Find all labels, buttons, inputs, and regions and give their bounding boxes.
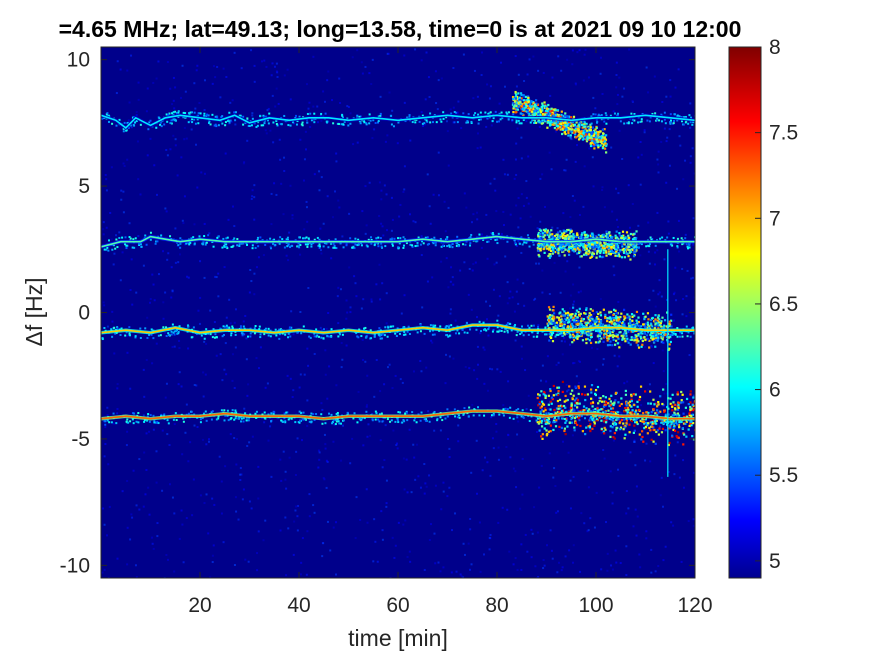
colorbar-tick-label: 8 bbox=[769, 36, 781, 59]
x-tick-label: 120 bbox=[677, 594, 712, 617]
plot-background bbox=[101, 47, 695, 578]
colorbar-tick-label: 5 bbox=[769, 550, 781, 573]
trace-line bbox=[101, 114, 695, 129]
colorbar-axis: 5 5.5 6 6.5 7 7.5 8 bbox=[755, 36, 798, 573]
x-tick-label: 40 bbox=[287, 594, 310, 617]
colorbar bbox=[728, 46, 762, 579]
x-axis-label: time [min] bbox=[348, 625, 448, 651]
y-tick-label: -10 bbox=[60, 554, 90, 577]
trace-3 bbox=[101, 319, 695, 341]
colorbar-tick-label: 6.5 bbox=[769, 293, 798, 316]
y-tick-label: 5 bbox=[78, 175, 90, 198]
x-tick-label: 60 bbox=[386, 594, 409, 617]
y-axis-label: Δf [Hz] bbox=[21, 277, 47, 346]
plot-area bbox=[101, 48, 695, 578]
y-tick-label: 0 bbox=[78, 302, 90, 325]
trace-line bbox=[101, 410, 695, 420]
y-tick-label: -5 bbox=[71, 428, 90, 451]
trace-line bbox=[101, 235, 695, 248]
trace-1 bbox=[101, 110, 695, 133]
x-tick-label: 80 bbox=[485, 594, 508, 617]
trace-2 bbox=[101, 231, 695, 252]
colorbar-tick-label: 5.5 bbox=[769, 464, 798, 487]
trace-4 bbox=[101, 406, 695, 427]
x-axis: 20 40 60 80 100 120 bbox=[188, 47, 713, 617]
x-tick-label: 100 bbox=[578, 594, 613, 617]
y-axis: 10 5 0 -5 -10 bbox=[60, 49, 695, 577]
scatter-region-3 bbox=[546, 305, 673, 352]
colorbar-tick-label: 7 bbox=[769, 207, 781, 230]
colorbar-tick-label: 7.5 bbox=[769, 122, 798, 145]
x-tick-label: 20 bbox=[188, 594, 211, 617]
trace-line bbox=[101, 324, 695, 334]
y-tick-label: 10 bbox=[67, 49, 90, 72]
chart-title: =4.65 MHz; lat=49.13; long=13.58, time=0… bbox=[59, 16, 742, 42]
colorbar-tick-label: 6 bbox=[769, 379, 781, 402]
